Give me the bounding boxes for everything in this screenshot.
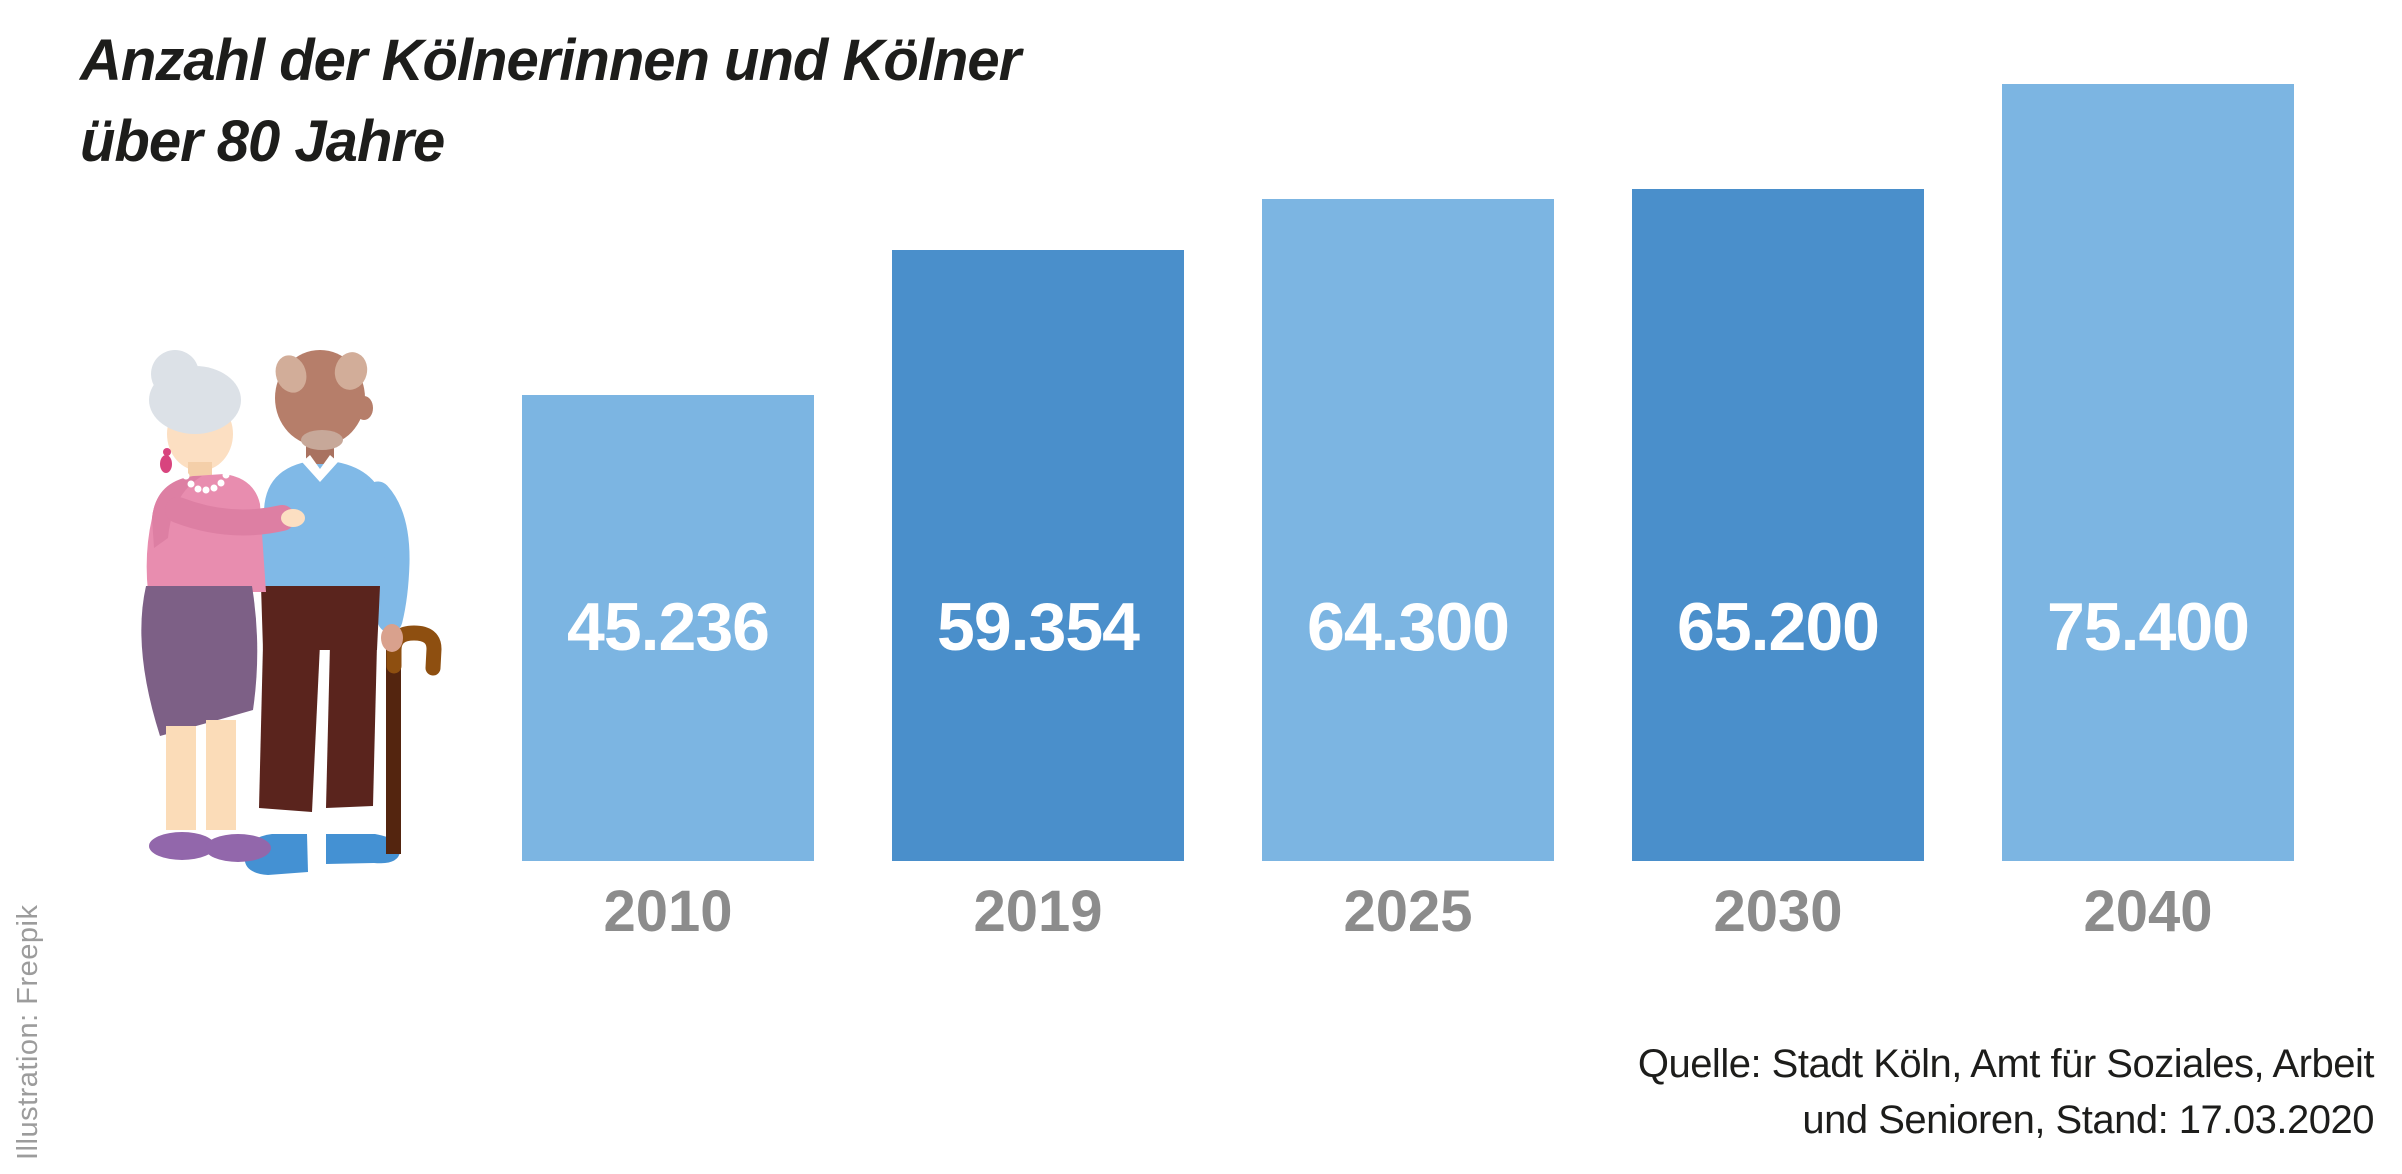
bar-value-2019: 59.354 (937, 589, 1140, 665)
bar-value-2040: 75.400 (2047, 589, 2250, 665)
bar-2019: 59.354 (892, 250, 1184, 861)
woman-figure (141, 350, 305, 862)
bar-value-2010: 45.236 (567, 589, 770, 665)
page-title-line2: über 80 Jahre (80, 109, 445, 174)
source-note: Quelle: Stadt Köln, Amt für Soziales, Ar… (1637, 1036, 2375, 1148)
elderly-couple-illustration (141, 350, 442, 875)
bar-2025: 64.300 (1262, 199, 1554, 861)
page-title: Anzahl der Kölnerinnen und Kölner über 8… (80, 20, 1021, 182)
year-label-2040: 2040 (2083, 879, 2213, 944)
bar-2030: 65.200 (1632, 189, 1924, 861)
source-line2: und Senioren, Stand: 17.03.2020 (1802, 1098, 2374, 1142)
bar-2040: 75.400 (2002, 84, 2294, 861)
year-label-2010: 2010 (603, 879, 733, 944)
illustration-credit: Illustration: Freepik (12, 904, 44, 1161)
year-label-2019: 2019 (973, 879, 1103, 944)
bar-value-2025: 64.300 (1307, 589, 1510, 665)
bar-value-2030: 65.200 (1677, 589, 1880, 665)
year-label-2030: 2030 (1713, 879, 1843, 944)
source-line1: Quelle: Stadt Köln, Amt für Soziales, Ar… (1637, 1042, 2375, 1086)
man-figure (244, 350, 442, 875)
walking-cane (386, 625, 442, 854)
page-title-line1: Anzahl der Kölnerinnen und Kölner (80, 28, 1021, 93)
year-label-2025: 2025 (1343, 879, 1473, 944)
bar-2010: 45.236 (522, 395, 814, 861)
